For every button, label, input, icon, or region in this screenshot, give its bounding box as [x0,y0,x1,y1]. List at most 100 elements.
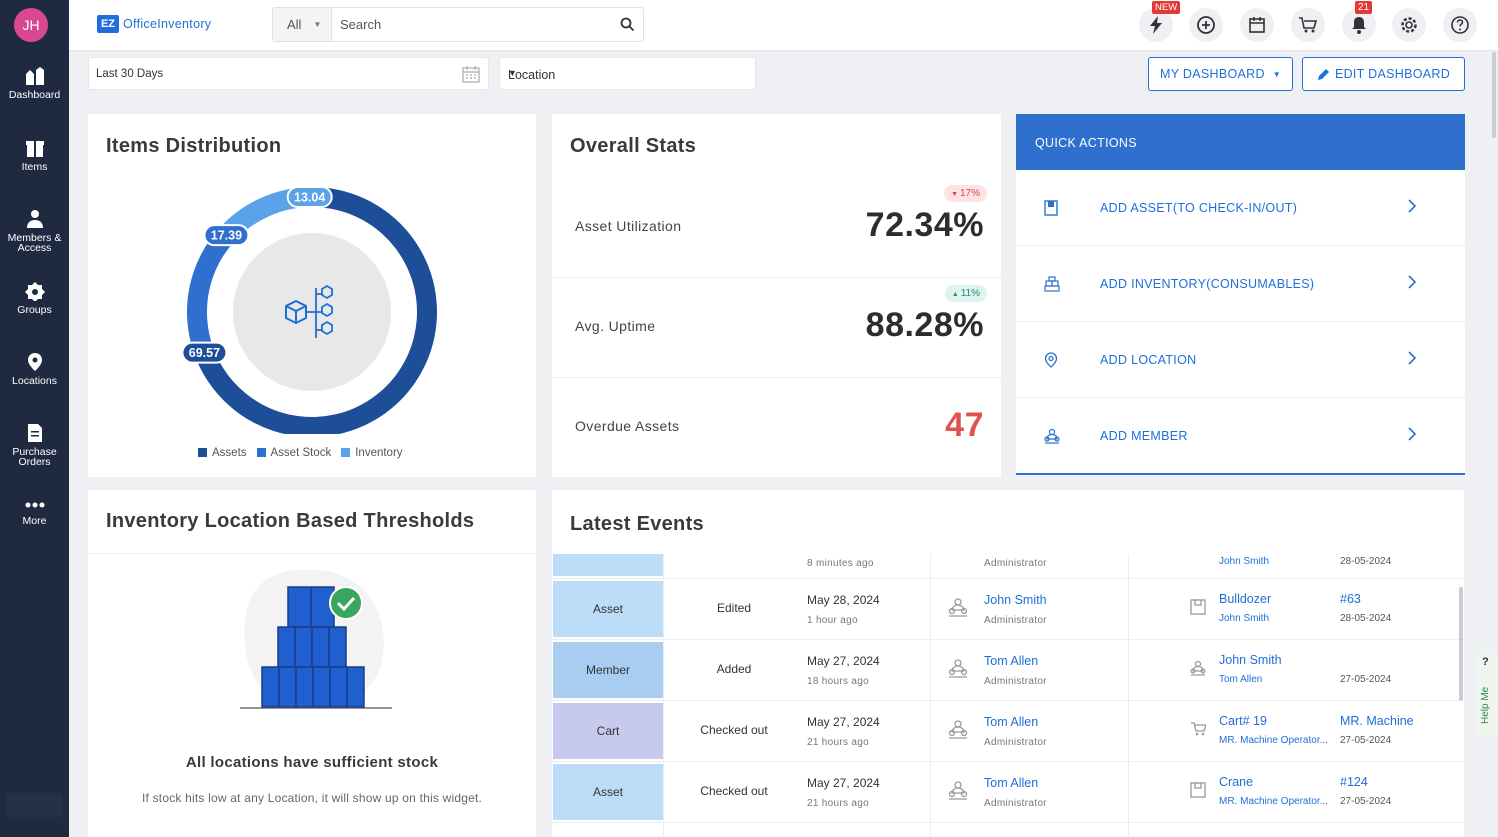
member-group-icon [1190,660,1206,676]
my-dashboard-button[interactable]: MY DASHBOARD ▼ [1148,57,1293,91]
event-item-link[interactable]: Bulldozer [1219,592,1272,606]
event-action: Checked out [700,784,768,798]
event-item-date: 27-05-2024 [1340,796,1392,807]
overall-stats-card: Overall Stats ▼ 17% Asset Utilization 72… [552,114,1001,477]
members-icon [26,210,43,228]
event-time-ago: 21 hours ago [807,737,869,748]
quick-action-label: ADD ASSET(TO CHECK-IN/OUT) [1100,201,1298,215]
triangle-up-icon: ▲ [951,291,961,298]
event-user-link[interactable]: John Smith [984,593,1047,607]
sidebar-item-purchase-orders[interactable]: Purchase Orders [0,423,69,467]
table-row[interactable]: Member Added May 27, 2024 18 hours ago Tom A… [552,640,1464,701]
event-type-badge[interactable]: Asset [553,764,663,820]
help-me-tab[interactable]: ? Help Me [1476,652,1498,736]
event-item-sub[interactable]: Tom Allen [1219,674,1263,685]
event-item-extra[interactable]: #63 [1340,592,1361,606]
search-input[interactable]: Search [340,17,382,32]
event-item-sub[interactable]: MR. Machine Operator... [1219,796,1328,807]
sidebar-item-groups[interactable]: Groups [0,281,69,315]
search-scope-select[interactable]: All ▼ [273,8,332,41]
event-item-extra[interactable]: #124 [1340,775,1368,789]
events-scrollbar[interactable] [1459,587,1463,701]
threshold-note: If stock hits low at any Location, it wi… [141,791,483,805]
more-dots-icon [25,502,44,508]
asset-box-icon [1044,200,1058,216]
lightning-icon [1150,16,1162,34]
cart-icon [1191,722,1206,736]
sidebar-item-more[interactable]: More [0,498,69,526]
date-range-picker[interactable]: Last 30 Days [88,57,489,90]
event-item-link[interactable]: Cart# 19 [1219,714,1267,728]
event-type-badge[interactable]: Cart [553,703,663,759]
event-type-badge[interactable]: Asset [553,581,663,637]
sidebar-label: Locations [12,375,57,387]
sidebar-item-locations[interactable]: Locations [0,352,69,386]
table-row[interactable]: 8 minutes ago Administrator John Smith 2… [552,554,1464,579]
table-row[interactable]: Asset Edited May 28, 2024 1 hour ago John Sm… [552,579,1464,640]
notification-count-badge: 21 [1355,1,1373,14]
event-item-extra[interactable]: MR. Machine [1340,714,1414,728]
chevron-right-icon [1408,275,1417,289]
help-question-mark: ? [1482,656,1489,668]
member-group-icon [1044,428,1060,444]
quick-action-add-inventory[interactable]: ADD INVENTORY(CONSUMABLES) [1016,246,1465,322]
event-item-date: 28-05-2024 [1340,613,1392,624]
event-user-role: Administrator [984,798,1047,809]
event-user-role: Administrator [984,737,1047,748]
inventory-thresholds-card: Inventory Location Based Thresholds All … [88,490,536,837]
stat-value: 47 [945,406,984,444]
sidebar-item-items[interactable]: Items [0,138,69,172]
user-group-icon [948,598,968,617]
donut-slice-asset-stock[interactable] [187,226,236,354]
location-select-value: Location [508,68,556,82]
event-item-link[interactable]: Crane [1219,775,1254,789]
event-date: May 27, 2024 [807,776,880,790]
user-avatar[interactable]: JH [14,8,48,42]
calendar-button[interactable] [1240,8,1274,42]
chevron-right-icon [1408,351,1417,365]
event-date: May 27, 2024 [807,654,880,668]
cart-button[interactable] [1291,8,1325,42]
settings-button[interactable] [1392,8,1426,42]
event-type-badge[interactable]: Member [553,642,663,698]
stat-overdue-assets[interactable]: Overdue Assets 47 [552,378,1001,477]
event-item-date: 27-05-2024 [1340,735,1392,746]
help-button[interactable] [1443,8,1477,42]
table-row[interactable]: Asset Checked out May 27, 2024 21 hours ago… [552,762,1464,823]
legend-item-asset-stock: Asset Stock [247,447,331,459]
sidebar-label: Members & Access [7,232,62,254]
chevron-down-icon: ▼ [508,68,517,78]
event-user-link[interactable]: Tom Allen [984,715,1039,729]
plus-circle-icon [1197,16,1215,34]
page-scrollbar[interactable] [1492,52,1496,138]
sidebar-item-members[interactable]: Members & Access [0,209,69,253]
quick-action-add-asset[interactable]: ADD ASSET(TO CHECK-IN/OUT) [1016,170,1465,246]
location-select[interactable]: Location ▼ [499,57,756,90]
event-item-sub[interactable]: John Smith [1219,613,1270,624]
event-item-sub[interactable]: John Smith [1219,556,1270,567]
search-icon[interactable] [620,17,635,32]
user-group-icon [948,781,968,800]
event-item-link[interactable]: John Smith [1219,653,1282,667]
quick-action-add-member[interactable]: ADD MEMBER [1016,398,1465,474]
quick-action-label: ADD INVENTORY(CONSUMABLES) [1100,277,1315,291]
event-user-link[interactable]: Tom Allen [984,654,1039,668]
sidebar-item-dashboard[interactable]: Dashboard [0,66,69,100]
topbar: EZ OfficeInventory All ▼ Search NEW 21 [69,0,1498,50]
app-logo[interactable]: EZ OfficeInventory [97,15,211,33]
card-title: Inventory Location Based Thresholds [106,510,475,532]
asset-box-icon [1190,782,1206,798]
add-button[interactable] [1189,8,1223,42]
event-user-link[interactable]: Tom Allen [984,776,1039,790]
caret-down-icon: ▼ [1272,69,1281,79]
items-icon [25,141,44,157]
groups-icon [24,282,45,301]
table-row[interactable]: Cart Checked out May 27, 2024 21 hours ago T… [552,701,1464,762]
edit-dashboard-button[interactable]: EDIT DASHBOARD [1302,57,1465,91]
quick-action-add-location[interactable]: ADD LOCATION [1016,322,1465,398]
inventory-stack-icon [1044,276,1060,292]
stat-avg-uptime: ▲ 11% Avg. Uptime 88.28% [552,278,1001,378]
items-distribution-donut: 69.57 17.39 13.04 [181,186,437,434]
event-item-sub[interactable]: MR. Machine Operator... [1219,735,1328,746]
change-badge-down: ▼ 17% [944,185,987,202]
